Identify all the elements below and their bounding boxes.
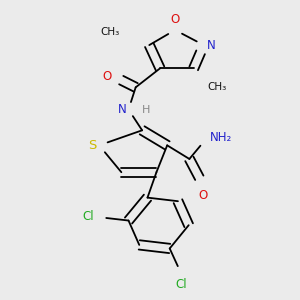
Text: O: O [102, 70, 111, 83]
Text: O: O [170, 13, 180, 26]
Text: S: S [88, 139, 96, 152]
Text: N: N [118, 103, 126, 116]
Text: N: N [207, 39, 215, 52]
Text: Cl: Cl [83, 211, 94, 224]
Text: O: O [198, 189, 208, 202]
Text: Cl: Cl [176, 278, 187, 291]
Text: CH₃: CH₃ [100, 27, 120, 37]
Text: NH₂: NH₂ [210, 131, 232, 144]
Text: CH₃: CH₃ [208, 82, 227, 92]
Text: H: H [142, 104, 151, 115]
